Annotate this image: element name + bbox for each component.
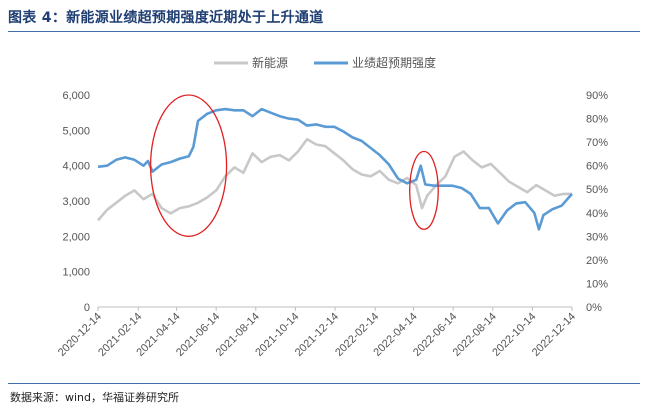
title-divider	[8, 31, 640, 32]
y-left-tick-label: 0	[84, 302, 90, 314]
y-right-tick-label: 50%	[586, 184, 608, 196]
y-right-tick-label: 60%	[586, 161, 608, 173]
y-left-tick-label: 6,000	[62, 90, 90, 102]
y-left-tick-label: 5,000	[62, 125, 90, 137]
series-line-earnings-surprise	[97, 107, 573, 231]
highlight-ellipse	[409, 150, 439, 230]
y-right-tick-label: 90%	[586, 90, 608, 102]
left-axis: 0 1,000 2,000 3,000 4,000 5,000 6,000	[62, 90, 90, 314]
y-left-tick-label: 3,000	[62, 196, 90, 208]
series-lines	[97, 107, 573, 231]
series-line-new-energy	[97, 137, 572, 222]
right-axis: 0% 10% 20% 30% 40% 50% 60% 70% 80% 90%	[586, 90, 608, 314]
legend-item-new-energy: 新能源	[214, 55, 288, 70]
y-right-tick-label: 10%	[586, 278, 608, 290]
highlight-ellipse	[149, 94, 228, 237]
legend-label: 新能源	[252, 55, 288, 70]
page-title: 图表 4：新能源业绩超预期强度近期处于上升通道	[8, 10, 324, 26]
y-right-tick-label: 40%	[586, 208, 608, 220]
annotations	[149, 94, 439, 237]
y-left-tick-label: 2,000	[62, 231, 90, 243]
x-axis: 2020-12-142021-02-142021-04-142021-06-14…	[56, 306, 578, 359]
y-right-tick-label: 0%	[586, 302, 602, 314]
y-right-tick-label: 80%	[586, 114, 608, 126]
y-left-tick-label: 1,000	[62, 267, 90, 279]
legend-label: 业绩超预期强度	[352, 55, 436, 70]
y-right-tick-label: 30%	[586, 231, 608, 243]
y-right-tick-label: 70%	[586, 137, 608, 149]
legend: 新能源 业绩超预期强度	[214, 55, 436, 70]
legend-item-earnings-surprise: 业绩超预期强度	[314, 55, 436, 70]
y-right-tick-label: 20%	[586, 255, 608, 267]
source-note: 数据来源：wind，华福证券研究所	[10, 391, 180, 404]
y-left-tick-label: 4,000	[62, 161, 90, 173]
footer-divider	[8, 383, 640, 384]
